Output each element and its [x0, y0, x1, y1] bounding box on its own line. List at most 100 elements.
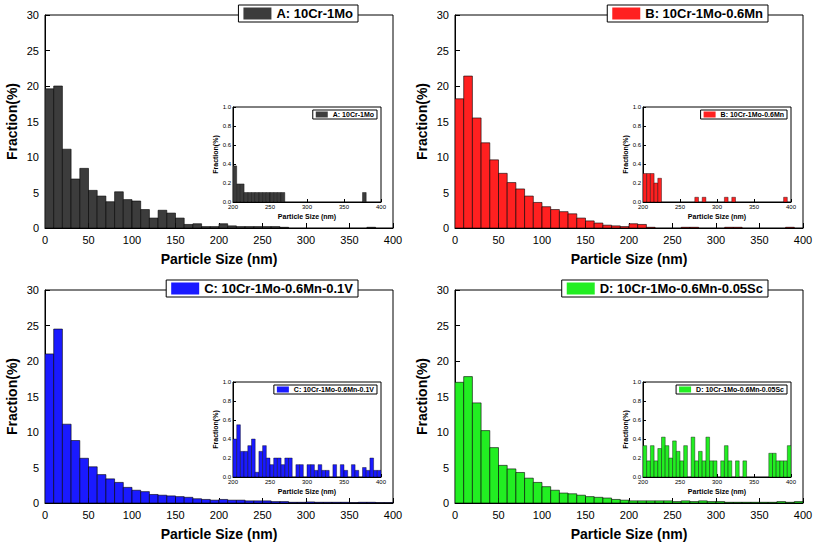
svg-text:5: 5	[33, 187, 39, 199]
svg-text:250: 250	[675, 204, 686, 210]
svg-text:20: 20	[27, 355, 39, 367]
svg-text:250: 250	[253, 509, 271, 521]
svg-text:0: 0	[452, 234, 458, 246]
svg-text:Fraction(%): Fraction(%)	[622, 410, 630, 449]
svg-text:100: 100	[123, 509, 141, 521]
svg-text:300: 300	[297, 509, 315, 521]
svg-text:350: 350	[340, 509, 358, 521]
svg-text:400: 400	[794, 234, 812, 246]
svg-text:400: 400	[376, 479, 387, 485]
svg-text:400: 400	[794, 509, 812, 521]
svg-text:Particle Size (nm): Particle Size (nm)	[688, 213, 746, 221]
svg-text:0.2: 0.2	[223, 180, 232, 186]
svg-text:300: 300	[302, 204, 313, 210]
svg-text:250: 250	[663, 509, 681, 521]
svg-text:0: 0	[33, 497, 39, 509]
svg-text:B: 10Cr-1Mo-0.6Mn: B: 10Cr-1Mo-0.6Mn	[721, 111, 784, 118]
svg-text:250: 250	[265, 479, 276, 485]
svg-text:20: 20	[437, 80, 449, 92]
svg-text:350: 350	[750, 509, 768, 521]
svg-text:400: 400	[376, 204, 387, 210]
svg-text:0.8: 0.8	[633, 398, 642, 404]
svg-text:Particle Size (nm): Particle Size (nm)	[688, 488, 746, 496]
svg-text:0.2: 0.2	[633, 180, 642, 186]
svg-text:10: 10	[27, 426, 39, 438]
svg-text:15: 15	[437, 116, 449, 128]
svg-text:0.4: 0.4	[633, 436, 642, 442]
svg-text:250: 250	[663, 234, 681, 246]
svg-text:150: 150	[576, 234, 594, 246]
svg-text:C: 10Cr-1Mo-0.6Mn-0.1V: C: 10Cr-1Mo-0.6Mn-0.1V	[294, 386, 374, 393]
svg-text:300: 300	[297, 234, 315, 246]
svg-text:1.0: 1.0	[633, 104, 642, 110]
svg-text:200: 200	[228, 204, 239, 210]
svg-text:A: 10Cr-1Mo: A: 10Cr-1Mo	[333, 111, 374, 118]
svg-text:400: 400	[384, 509, 402, 521]
svg-text:1.0: 1.0	[633, 379, 642, 385]
svg-text:10: 10	[437, 426, 449, 438]
svg-text:Particle Size (nm): Particle Size (nm)	[278, 488, 336, 496]
svg-text:1.0: 1.0	[223, 379, 232, 385]
svg-text:10: 10	[437, 151, 449, 163]
svg-text:300: 300	[712, 204, 723, 210]
svg-text:0: 0	[33, 222, 39, 234]
svg-text:25: 25	[27, 320, 39, 332]
svg-text:200: 200	[620, 234, 638, 246]
svg-text:Fraction(%): Fraction(%)	[4, 358, 20, 435]
svg-text:25: 25	[27, 45, 39, 57]
svg-text:30: 30	[437, 9, 449, 21]
svg-text:1.0: 1.0	[223, 104, 232, 110]
svg-text:50: 50	[82, 234, 94, 246]
svg-text:0: 0	[42, 509, 48, 521]
svg-text:300: 300	[707, 509, 725, 521]
svg-text:30: 30	[27, 284, 39, 296]
svg-text:Fraction(%): Fraction(%)	[414, 358, 430, 435]
svg-text:Fraction(%): Fraction(%)	[4, 83, 20, 160]
svg-text:0.6: 0.6	[633, 142, 642, 148]
svg-text:20: 20	[27, 80, 39, 92]
svg-text:200: 200	[210, 509, 228, 521]
svg-text:350: 350	[340, 234, 358, 246]
svg-text:D: 10Cr-1Mo-0.6Mn-0.05Sc: D: 10Cr-1Mo-0.6Mn-0.05Sc	[696, 386, 784, 393]
svg-text:0: 0	[443, 497, 449, 509]
svg-text:100: 100	[533, 234, 551, 246]
svg-text:B: 10Cr-1Mo-0.6Mn: B: 10Cr-1Mo-0.6Mn	[645, 6, 763, 21]
svg-text:250: 250	[253, 234, 271, 246]
svg-text:200: 200	[228, 479, 239, 485]
svg-text:0.8: 0.8	[223, 123, 232, 129]
svg-text:200: 200	[210, 234, 228, 246]
svg-text:25: 25	[437, 320, 449, 332]
svg-text:30: 30	[27, 9, 39, 21]
svg-text:350: 350	[339, 479, 350, 485]
svg-text:400: 400	[786, 479, 797, 485]
svg-text:150: 150	[166, 509, 184, 521]
svg-text:300: 300	[712, 479, 723, 485]
svg-text:250: 250	[265, 204, 276, 210]
svg-text:0: 0	[42, 234, 48, 246]
svg-text:0.6: 0.6	[633, 417, 642, 423]
svg-text:Particle Size (nm): Particle Size (nm)	[161, 526, 278, 542]
svg-text:50: 50	[492, 234, 504, 246]
svg-text:250: 250	[675, 479, 686, 485]
svg-text:Fraction(%): Fraction(%)	[212, 410, 220, 449]
svg-text:5: 5	[443, 187, 449, 199]
svg-text:5: 5	[443, 462, 449, 474]
svg-text:0: 0	[452, 509, 458, 521]
svg-text:0.4: 0.4	[223, 161, 232, 167]
svg-text:30: 30	[437, 284, 449, 296]
svg-text:C: 10Cr-1Mo-0.6Mn-0.1V: C: 10Cr-1Mo-0.6Mn-0.1V	[204, 281, 353, 296]
svg-text:200: 200	[620, 509, 638, 521]
svg-text:Fraction(%): Fraction(%)	[212, 135, 220, 174]
svg-text:25: 25	[437, 45, 449, 57]
svg-text:200: 200	[638, 204, 649, 210]
svg-text:0.2: 0.2	[633, 455, 642, 461]
svg-text:D: 10Cr-1Mo-0.6Mn-0.05Sc: D: 10Cr-1Mo-0.6Mn-0.05Sc	[600, 281, 763, 296]
svg-text:400: 400	[384, 234, 402, 246]
svg-text:Fraction(%): Fraction(%)	[414, 83, 430, 160]
svg-text:0: 0	[443, 222, 449, 234]
svg-text:100: 100	[123, 234, 141, 246]
svg-text:350: 350	[749, 204, 760, 210]
svg-text:15: 15	[27, 391, 39, 403]
svg-text:50: 50	[82, 509, 94, 521]
svg-text:100: 100	[533, 509, 551, 521]
